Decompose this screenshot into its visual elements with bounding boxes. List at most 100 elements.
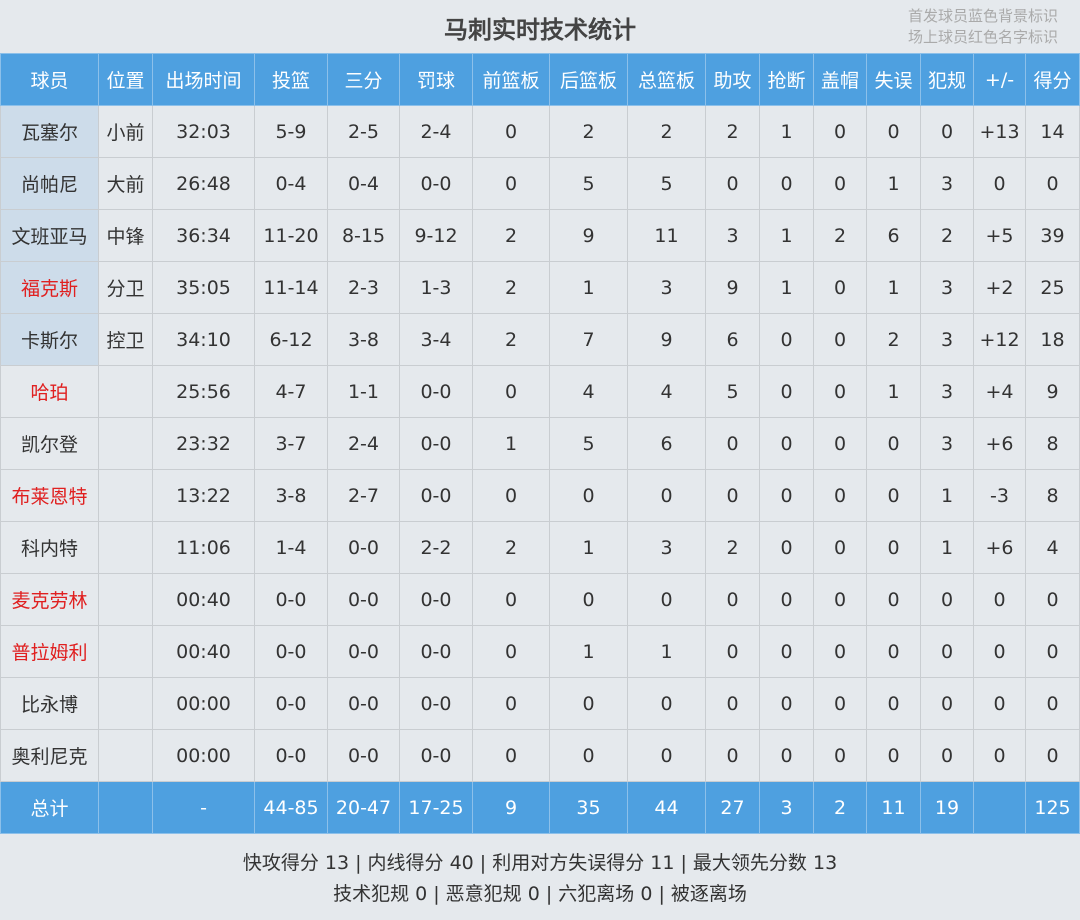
stat-cell: 0 xyxy=(472,677,550,730)
player-name[interactable]: 凯尔登 xyxy=(0,417,99,470)
table-row: 尚帕尼 大前 26:48 0-4 0-4 0-0 0 5 5 0 0 0 1 3 0 0 xyxy=(0,157,1080,210)
stat-cell: 0 xyxy=(920,105,974,158)
stat-cell: 7 xyxy=(549,313,628,366)
stat-cell: 11 xyxy=(627,209,706,262)
stat-cell: 1 xyxy=(472,417,550,470)
stat-cell: 1 xyxy=(759,261,814,314)
summary-line-1: 快攻得分 13 | 内线得分 40 | 利用对方失误得分 11 | 最大领先分数… xyxy=(242,852,838,874)
total-cell: 20-47 xyxy=(327,781,400,834)
stat-cell: 1 xyxy=(759,105,814,158)
stat-cell: 2 xyxy=(472,313,550,366)
stat-cell: 1 xyxy=(866,157,921,210)
stat-cell: 0 xyxy=(549,469,628,522)
total-cell: 27 xyxy=(705,781,760,834)
table-row: 科内特 11:06 1-4 0-0 2-2 2 1 3 2 0 0 0 1 +6 4 xyxy=(0,521,1080,574)
column-header[interactable]: 球员 xyxy=(0,53,99,106)
stat-cell: 0 xyxy=(866,105,921,158)
stat-cell: 3-7 xyxy=(254,417,328,470)
column-header[interactable]: 盖帽 xyxy=(813,53,867,106)
column-header[interactable]: 失误 xyxy=(866,53,921,106)
column-header[interactable]: 得分 xyxy=(1025,53,1080,106)
stat-cell: 分卫 xyxy=(98,261,153,314)
player-name[interactable]: 奥利尼克 xyxy=(0,729,99,782)
player-name[interactable]: 哈珀 xyxy=(0,365,99,418)
stat-cell: 00:40 xyxy=(152,573,255,626)
stat-cell: 中锋 xyxy=(98,209,153,262)
stat-cell: 2 xyxy=(472,521,550,574)
stat-cell: 0 xyxy=(1025,677,1080,730)
stat-cell: 0 xyxy=(813,157,867,210)
header-row: 球员 位置 出场时间 投篮 三分 罚球 前篮板 后篮板 总篮板 助攻 抢断 盖帽 失误 犯规 +/- 得分 xyxy=(0,53,1080,106)
stat-cell: 0 xyxy=(866,521,921,574)
player-name[interactable]: 文班亚马 xyxy=(0,209,99,262)
starter-note: 首发球员蓝色背景标识 xyxy=(907,7,1058,25)
total-cell: 125 xyxy=(1025,781,1080,834)
stat-cell: 0 xyxy=(472,625,550,678)
column-header[interactable]: +/- xyxy=(973,53,1026,106)
column-header[interactable]: 犯规 xyxy=(920,53,974,106)
column-header[interactable]: 助攻 xyxy=(705,53,760,106)
stat-cell: 5 xyxy=(627,157,706,210)
column-header[interactable]: 罚球 xyxy=(399,53,473,106)
stat-cell: 6-12 xyxy=(254,313,328,366)
stat-cell: 2-2 xyxy=(399,521,473,574)
stat-cell: 0 xyxy=(813,521,867,574)
player-name[interactable]: 瓦塞尔 xyxy=(0,105,99,158)
total-cell: 44 xyxy=(627,781,706,834)
stat-cell: 0-4 xyxy=(327,157,400,210)
stat-cell: 6 xyxy=(866,209,921,262)
stat-cell: 2-4 xyxy=(327,417,400,470)
stats-table: 球员 位置 出场时间 投篮 三分 罚球 前篮板 后篮板 总篮板 助攻 抢断 盖帽 失误 犯规 +/- 得分 瓦… xyxy=(0,53,1080,834)
stat-cell: 0 xyxy=(549,677,628,730)
stat-cell: 25:56 xyxy=(152,365,255,418)
player-name[interactable]: 普拉姆利 xyxy=(0,625,99,678)
stat-cell: 0-0 xyxy=(399,625,473,678)
stat-cell: 35:05 xyxy=(152,261,255,314)
stat-cell: +4 xyxy=(973,365,1026,418)
player-name[interactable]: 比永博 xyxy=(0,677,99,730)
column-header[interactable]: 三分 xyxy=(327,53,400,106)
column-header[interactable]: 总篮板 xyxy=(627,53,706,106)
stat-cell: 00:00 xyxy=(152,677,255,730)
stat-cell: 6 xyxy=(705,313,760,366)
total-cell: 17-25 xyxy=(399,781,473,834)
column-header[interactable]: 前篮板 xyxy=(472,53,550,106)
stat-cell: 0-0 xyxy=(327,729,400,782)
stat-cell: 0 xyxy=(472,157,550,210)
table-row: 哈珀 25:56 4-7 1-1 0-0 0 4 4 5 0 0 1 3 +4 9 xyxy=(0,365,1080,418)
player-name[interactable]: 福克斯 xyxy=(0,261,99,314)
table-row: 福克斯 分卫 35:05 11-14 2-3 1-3 2 1 3 9 1 0 1 3 +2 25 xyxy=(0,261,1080,314)
column-header[interactable]: 投篮 xyxy=(254,53,328,106)
player-name[interactable]: 尚帕尼 xyxy=(0,157,99,210)
stat-cell: 0 xyxy=(759,469,814,522)
player-name[interactable]: 布莱恩特 xyxy=(0,469,99,522)
stat-cell xyxy=(98,417,153,470)
stat-cell xyxy=(98,521,153,574)
stat-cell xyxy=(98,469,153,522)
stat-cell: 0 xyxy=(759,521,814,574)
column-header[interactable]: 抢断 xyxy=(759,53,814,106)
total-cell: 35 xyxy=(549,781,628,834)
stat-cell: 0 xyxy=(813,729,867,782)
stat-cell: 9 xyxy=(627,313,706,366)
total-cell: 总计 xyxy=(0,781,99,834)
player-name[interactable]: 麦克劳林 xyxy=(0,573,99,626)
column-header[interactable]: 位置 xyxy=(98,53,153,106)
stat-cell: 9 xyxy=(705,261,760,314)
total-cell xyxy=(98,781,153,834)
player-name[interactable]: 卡斯尔 xyxy=(0,313,99,366)
stat-cell: 0 xyxy=(920,677,974,730)
stat-cell: 0 xyxy=(705,573,760,626)
table-row: 普拉姆利 00:40 0-0 0-0 0-0 0 1 1 0 0 0 0 0 0 0 xyxy=(0,625,1080,678)
stat-cell xyxy=(98,365,153,418)
column-header[interactable]: 出场时间 xyxy=(152,53,255,106)
total-cell: 3 xyxy=(759,781,814,834)
stat-cell: 34:10 xyxy=(152,313,255,366)
stat-cell: 2-5 xyxy=(327,105,400,158)
player-name[interactable]: 科内特 xyxy=(0,521,99,574)
column-header[interactable]: 后篮板 xyxy=(549,53,628,106)
stat-cell: 0 xyxy=(759,313,814,366)
stat-cell: 0 xyxy=(973,625,1026,678)
stat-cell: 1 xyxy=(549,625,628,678)
stat-cell: 0-0 xyxy=(399,677,473,730)
